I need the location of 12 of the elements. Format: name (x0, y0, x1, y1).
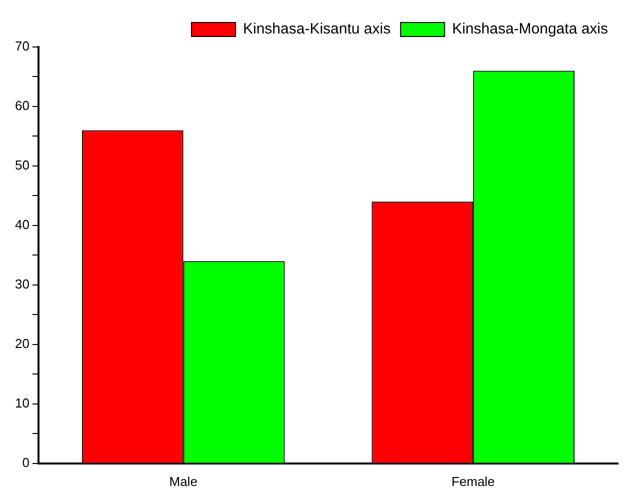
y-tick-label: 50 (14, 158, 30, 173)
y-tick-label: 20 (14, 336, 30, 352)
x-tick-label: Male (169, 474, 198, 489)
y-tick-label: 30 (14, 276, 30, 292)
y-tick-label: 10 (14, 395, 30, 410)
y-tick-label: 70 (14, 38, 30, 54)
y-tick-label: 0 (22, 454, 30, 470)
y-tick-label: 40 (14, 217, 30, 232)
y-tick-label: 60 (14, 98, 30, 114)
legend-label: Kinshasa-Kisantu axis (243, 20, 391, 38)
legend-label: Kinshasa-Mongata axis (452, 20, 608, 38)
x-tick-label: Female (451, 474, 495, 489)
